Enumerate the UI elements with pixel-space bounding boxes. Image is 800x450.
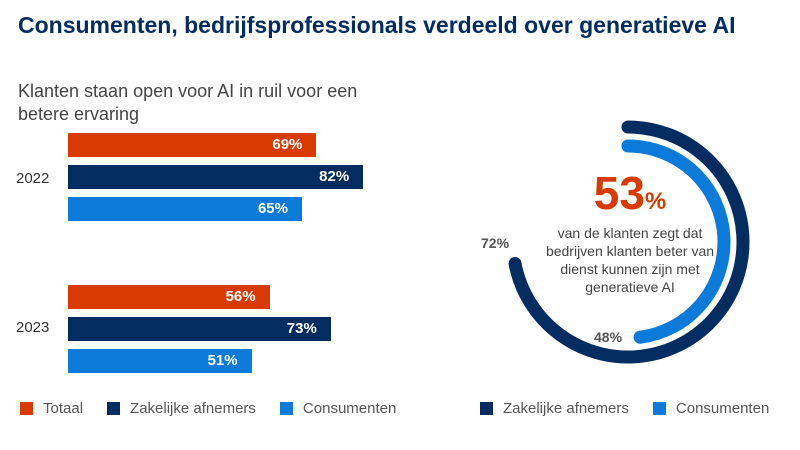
legend-swatch (279, 402, 293, 415)
bar-consumenten-2022: 65% (68, 197, 302, 221)
bar-chart-title: Klanten staan open voor AI in ruil voor … (18, 81, 358, 124)
legend-swatch (20, 402, 33, 415)
legend-swatch (480, 402, 493, 415)
legend-label: Consumenten (675, 400, 770, 417)
bar-zakelijk-2023: 73% (68, 317, 331, 341)
radial-arc-consumenten (621, 139, 731, 344)
radial-label-consumenten: 48% (594, 329, 623, 345)
radial-arc-zakelijk (508, 120, 750, 364)
legend-label: Zakelijke afnemers (130, 400, 256, 417)
page-title: Consumenten, bedrijfsprofessionals verde… (18, 12, 736, 38)
bar-value-label: 82% (319, 168, 350, 185)
category-label-2023: 2023 (16, 319, 50, 336)
headline-text: van de klanten zegt dat bedrijven klante… (545, 225, 715, 295)
bar-zakelijk-2022: 82% (68, 165, 364, 189)
bar-value-label: 73% (286, 320, 317, 337)
legend-item-zakelijk: Zakelijke afnemers (107, 400, 256, 417)
legend-label: Consumenten (302, 400, 397, 417)
bar-totaal-2023: 56% (68, 285, 270, 309)
legend-swatch (107, 402, 121, 415)
bar-consumenten-2023: 51% (68, 349, 252, 373)
category-label-2022: 2022 (16, 170, 50, 187)
legend-swatch (652, 402, 666, 415)
bar-legend: Totaal Zakelijke afnemers Consumenten (20, 400, 420, 417)
legend-item-totaal: Totaal (20, 400, 83, 417)
legend-item-consumenten: Consumenten (652, 400, 770, 417)
bar-value-label: 69% (272, 136, 303, 153)
headline-unit: % (644, 188, 667, 215)
legend-label: Totaal (43, 400, 84, 417)
legend-item-consumenten: Consumenten (279, 400, 397, 417)
legend-item-zakelijk: Zakelijke afnemers (480, 400, 629, 417)
headline-value: 53 (593, 167, 645, 219)
headline-stat: 53% (540, 166, 720, 220)
legend-label: Zakelijke afnemers (503, 400, 629, 417)
radial-label-zakelijk: 72% (481, 235, 510, 251)
bar-value-label: 65% (257, 200, 288, 217)
bar-value-label: 56% (225, 288, 256, 305)
bar-value-label: 51% (207, 352, 238, 369)
bar-totaal-2022: 69% (68, 133, 317, 157)
radial-legend: Zakelijke afnemers Consumenten (480, 400, 793, 417)
